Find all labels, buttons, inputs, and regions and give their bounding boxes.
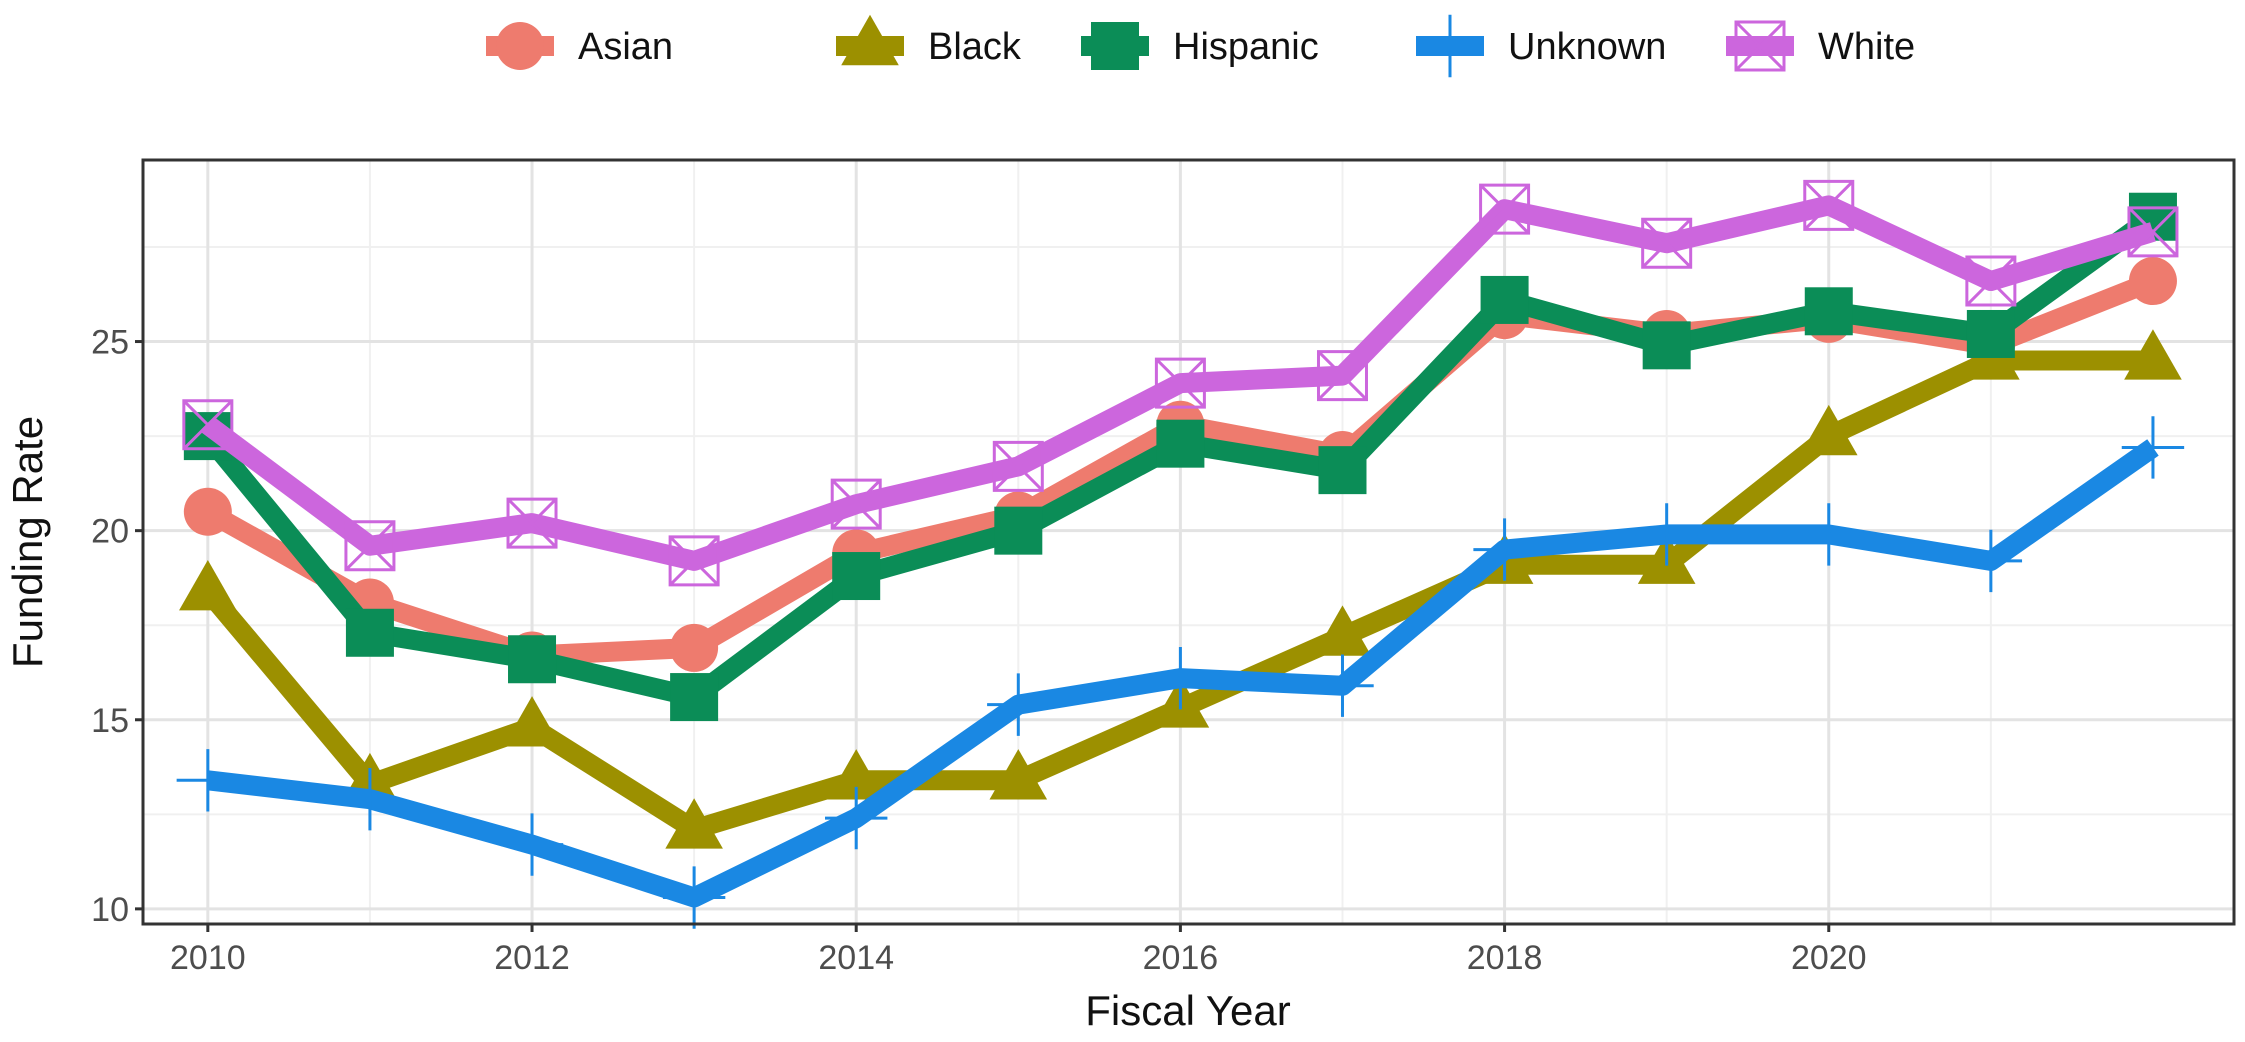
legend-marker-icon (1418, 14, 1482, 78)
point-white-2017 (1316, 350, 1368, 402)
point-black-2015 (989, 749, 1048, 800)
legend-label: Asian (578, 26, 673, 68)
point-white-2015 (992, 440, 1044, 492)
point-white-2011 (344, 520, 396, 572)
point-hispanic-2018 (1480, 275, 1529, 324)
legend-item-unknown: Unknown (1416, 14, 1666, 78)
point-unknown-2010 (176, 749, 240, 812)
y-tick-label: 20 (91, 513, 129, 551)
x-axis-title: Fiscal Year (1085, 987, 1290, 1034)
axes: 10 15 20 25 2010 2012 2014 2016 2018 2020 (91, 324, 1866, 977)
point-hispanic-2016 (1156, 419, 1205, 468)
plot-panel-border (141, 158, 2236, 926)
x-tick-label: 2010 (170, 939, 246, 977)
point-white-2013 (668, 535, 720, 587)
series-lines (176, 179, 2185, 929)
point-asian-2010 (183, 487, 232, 536)
point-hispanic-2014 (832, 552, 881, 601)
point-unknown-2012 (500, 813, 564, 876)
point-unknown-2017 (1311, 654, 1374, 717)
point-unknown-2016 (1149, 646, 1212, 710)
legend-label: Black (928, 26, 1022, 68)
legend-marker-icon (841, 14, 899, 66)
point-black-2017 (1313, 605, 1372, 656)
y-tick-label: 15 (91, 702, 129, 740)
point-black-2013 (665, 798, 723, 849)
point-unknown-2014 (825, 786, 888, 850)
point-white-2019 (1641, 217, 1693, 269)
legend-item-black: Black (836, 14, 1022, 68)
point-unknown-2011 (338, 767, 402, 831)
series-white (182, 179, 2179, 587)
point-hispanic-2012 (508, 635, 557, 684)
point-hispanic-2015 (994, 506, 1043, 555)
point-hispanic-2019 (1642, 321, 1691, 370)
point-black-2012 (503, 696, 561, 747)
point-hispanic-2021 (1966, 309, 2015, 358)
point-unknown-2018 (1473, 518, 1536, 581)
legend: Asian Black Hispanic Unknown White (486, 14, 1915, 78)
x-tick-label: 2016 (1143, 939, 1219, 977)
point-hispanic-2020 (1804, 287, 1853, 336)
point-black-2020 (1799, 404, 1858, 456)
point-white-2018 (1479, 183, 1531, 235)
series-unknown (176, 416, 2185, 929)
point-hispanic-2017 (1318, 446, 1367, 495)
x-tick-label: 2018 (1467, 939, 1543, 977)
legend-item-hispanic: Hispanic (1081, 22, 1319, 70)
point-white-2021 (1965, 255, 2017, 307)
legend-item-asian: Asian (486, 22, 673, 70)
point-unknown-2013 (662, 866, 726, 929)
point-white-2020 (1803, 179, 1855, 231)
point-white-2022 (2127, 206, 2179, 258)
point-unknown-2019 (1635, 503, 1698, 566)
legend-marker-icon (496, 22, 544, 70)
point-unknown-2021 (1959, 529, 2023, 593)
point-white-2010 (182, 399, 234, 451)
point-black-2010 (179, 559, 237, 611)
point-white-2012 (506, 497, 558, 549)
legend-label: Hispanic (1173, 26, 1319, 68)
point-white-2016 (1154, 357, 1206, 409)
point-hispanic-2011 (345, 608, 394, 657)
point-asian-2013 (670, 623, 719, 672)
legend-marker-icon (1091, 22, 1139, 70)
point-black-2022 (2124, 329, 2182, 380)
point-asian-2022 (2128, 257, 2177, 306)
legend-label: White (1818, 26, 1915, 68)
legend-label: Unknown (1508, 26, 1666, 68)
x-tick-label: 2020 (1791, 939, 1867, 977)
y-axis-title: Funding Rate (4, 416, 51, 668)
point-unknown-2020 (1797, 503, 1860, 566)
x-tick-label: 2014 (818, 939, 894, 977)
point-unknown-2022 (2121, 416, 2185, 479)
y-tick-label: 10 (91, 891, 129, 929)
x-tick-label: 2012 (494, 939, 570, 977)
point-black-2014 (827, 749, 886, 800)
point-unknown-2015 (987, 673, 1050, 736)
point-hispanic-2013 (670, 673, 719, 722)
legend-marker-icon (1734, 20, 1786, 72)
point-white-2014 (830, 478, 882, 530)
y-tick-label: 25 (91, 324, 129, 362)
legend-item-white: White (1726, 20, 1915, 72)
